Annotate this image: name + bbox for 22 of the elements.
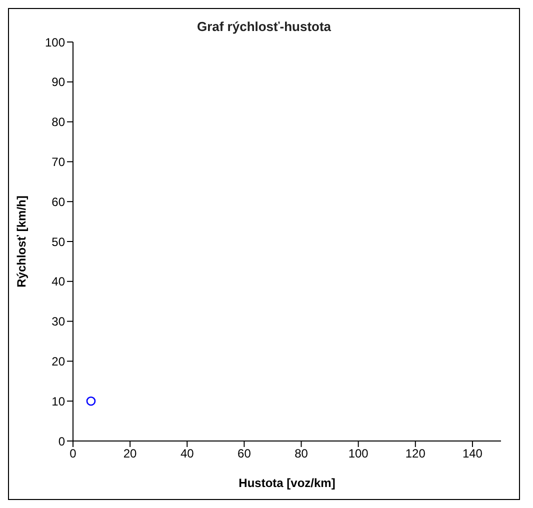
x-tick-label: 60 [238,446,252,461]
y-axis-title: Rýchlosť [km/h] [14,196,28,288]
y-tick-label: 70 [52,154,66,169]
y-tick-label: 60 [52,194,66,209]
x-tick-label: 40 [180,446,194,461]
x-tick-label: 120 [405,446,426,461]
y-tick-label: 90 [52,75,66,90]
y-tick-label: 20 [52,354,66,368]
y-tick-label: 40 [52,274,66,289]
x-tick-label: 80 [294,446,308,461]
x-tick-label: 100 [348,446,369,461]
y-tick-label: 50 [52,234,66,249]
x-tick-label: 0 [70,446,77,461]
x-tick-label: 140 [462,446,483,461]
y-tick-label: 10 [52,394,66,408]
y-tick-label: 0 [58,434,66,448]
y-tick-label: 30 [52,314,66,329]
y-tick-label: 80 [52,115,66,130]
y-tick-label: 100 [44,35,66,50]
x-tick-label: 20 [123,446,138,461]
chart-title: Graf rýchlosť-hustota [196,19,332,34]
x-axis-title: Hustota [voz/km] [238,476,336,490]
